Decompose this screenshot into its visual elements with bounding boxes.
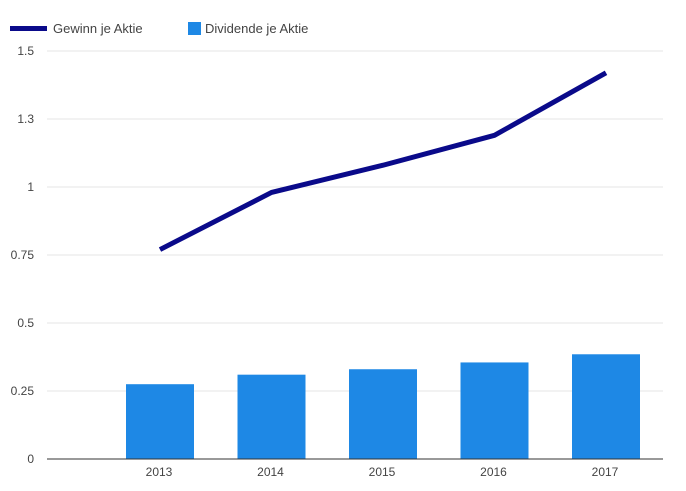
y-tick-label: 1.5 xyxy=(17,44,34,58)
line-gewinn xyxy=(158,70,608,252)
y-axis-labels: 0 0.25 0.5 0.75 1 1.3 1.5 xyxy=(11,44,35,466)
bar-dividende-2015[interactable] xyxy=(349,369,417,459)
x-axis-labels: 2013 2014 2015 2016 2017 xyxy=(146,465,619,479)
x-tick-label: 2013 xyxy=(146,465,173,479)
y-tick-label: 0.75 xyxy=(11,248,35,262)
legend-item-gewinn[interactable]: Gewinn je Aktie xyxy=(10,21,143,36)
y-tick-label: 1.3 xyxy=(17,112,34,126)
y-tick-label: 0.5 xyxy=(17,316,34,330)
gridlines xyxy=(47,50,663,392)
legend-item-dividende[interactable]: Dividende je Aktie xyxy=(188,21,308,36)
legend: Gewinn je Aktie Dividende je Aktie xyxy=(10,21,308,36)
bar-dividende-2016[interactable] xyxy=(460,362,529,459)
y-tick-label: 0 xyxy=(27,452,34,466)
x-tick-label: 2016 xyxy=(480,465,507,479)
line-gewinn-path[interactable] xyxy=(158,70,608,252)
legend-swatch-dividende xyxy=(188,22,201,35)
x-tick-label: 2015 xyxy=(369,465,396,479)
bar-dividende-2017[interactable] xyxy=(572,354,640,459)
legend-label-gewinn: Gewinn je Aktie xyxy=(53,21,143,36)
y-tick-label: 0.25 xyxy=(11,384,35,398)
bar-dividende-2014[interactable] xyxy=(237,374,306,459)
bar-dividende-2013[interactable] xyxy=(126,384,194,459)
legend-label-dividende: Dividende je Aktie xyxy=(205,21,308,36)
bars-dividende xyxy=(126,354,640,459)
legend-swatch-gewinn xyxy=(10,26,47,31)
y-tick-label: 1 xyxy=(27,180,34,194)
x-tick-label: 2014 xyxy=(257,465,284,479)
x-tick-label: 2017 xyxy=(592,465,619,479)
